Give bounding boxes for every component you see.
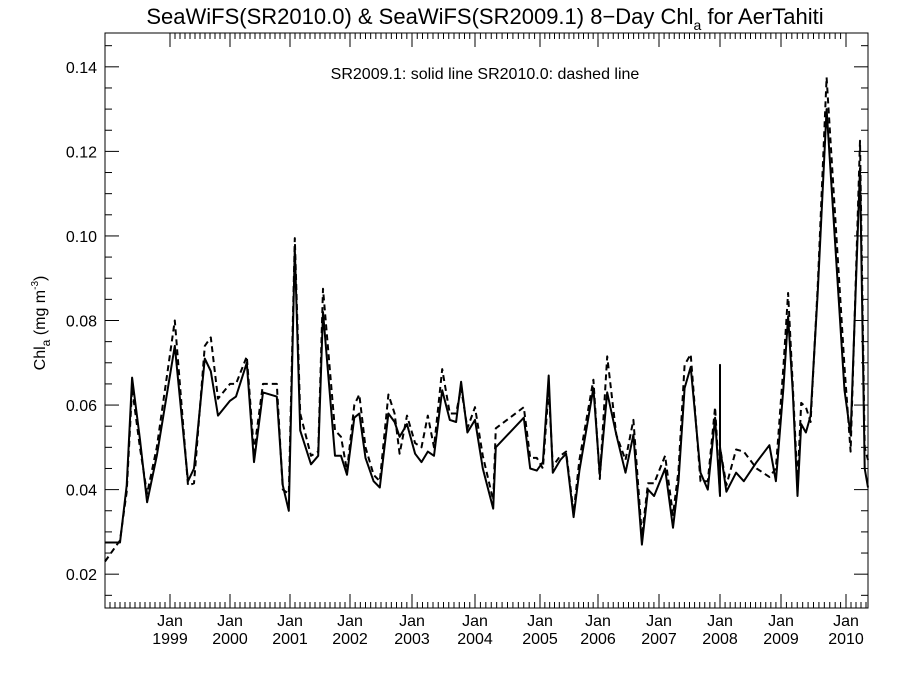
series-line-sr2009-1	[105, 108, 869, 546]
x-tick-month: Jan	[646, 613, 672, 630]
x-tick-year: 2010	[828, 631, 864, 648]
x-tick-month: Jan	[833, 613, 859, 630]
x-tick-year: 2001	[272, 631, 308, 648]
x-tick-month: Jan	[462, 613, 488, 630]
x-tick-year: 1999	[152, 631, 188, 648]
x-tick-year: 2009	[763, 631, 799, 648]
series-group	[104, 76, 869, 563]
x-tick-year: 2005	[522, 631, 558, 648]
y-tick-label: 0.12	[66, 144, 97, 161]
x-tick-year: 2006	[580, 631, 616, 648]
x-tick-year: 2008	[702, 631, 738, 648]
x-tick-year: 2002	[332, 631, 368, 648]
x-tick-month: Jan	[768, 613, 794, 630]
x-tick-year: 2003	[394, 631, 430, 648]
x-tick-year: 2004	[457, 631, 493, 648]
x-tick-year: 2000	[212, 631, 248, 648]
x-tick-month: Jan	[217, 613, 243, 630]
legend-text: SR2009.1: solid line SR2010.0: dashed li…	[331, 66, 640, 83]
x-tick-month: Jan	[157, 613, 183, 630]
chart-title: SeaWiFS(SR2010.0) & SeaWiFS(SR2009.1) 8−…	[146, 4, 823, 33]
x-tick-month: Jan	[399, 613, 425, 630]
x-tick-month: Jan	[585, 613, 611, 630]
y-axis-label: Chla (mg m-3)	[30, 276, 53, 371]
y-tick-label: 0.06	[66, 398, 97, 415]
x-tick-month: Jan	[337, 613, 363, 630]
plot-frame	[104, 32, 869, 609]
x-tick-month: Jan	[707, 613, 733, 630]
y-tick-label: 0.04	[66, 483, 97, 500]
y-tick-label: 0.10	[66, 229, 97, 246]
y-tick-label: 0.14	[66, 60, 97, 77]
y-tick-label: 0.08	[66, 314, 97, 331]
y-tick-label: 0.02	[66, 567, 97, 584]
x-tick-year: 2007	[641, 631, 677, 648]
series-line-sr2010-0	[104, 76, 869, 563]
axis-ticks: 0.020.040.060.080.100.120.14Jan1999Jan20…	[66, 33, 868, 648]
plot-area: 0.020.040.060.080.100.120.14Jan1999Jan20…	[66, 32, 869, 648]
x-tick-month: Jan	[527, 613, 553, 630]
x-tick-month: Jan	[277, 613, 303, 630]
